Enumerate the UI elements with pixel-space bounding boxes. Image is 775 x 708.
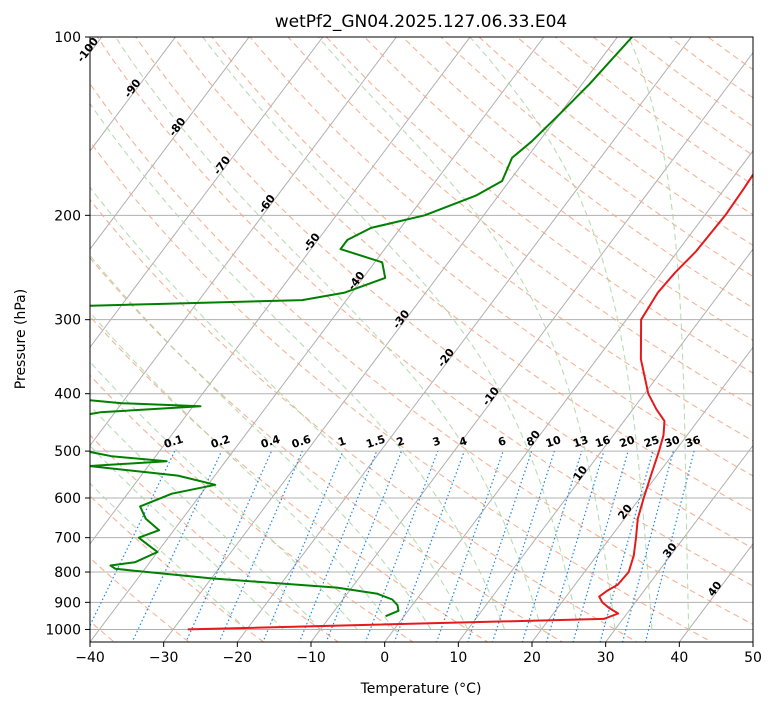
moist-adiabat xyxy=(90,482,248,630)
mixing-ratio-line xyxy=(325,450,403,642)
mixing-ratio-label: 20 xyxy=(618,433,637,450)
isotherm-line xyxy=(90,37,471,545)
x-axis-label: Temperature (°C) xyxy=(360,681,482,697)
x-tick-label: 20 xyxy=(523,650,541,666)
x-tick-label: 40 xyxy=(670,650,688,666)
mixing-ratio-line xyxy=(644,450,695,642)
dry-adiabat xyxy=(211,37,753,477)
isotherm-line xyxy=(236,37,692,642)
y-tick-label: 400 xyxy=(54,387,81,403)
isotherm-line xyxy=(457,248,753,642)
y-tick-label: 900 xyxy=(54,595,81,611)
dry-adiabat xyxy=(90,140,713,642)
dry-adiabat xyxy=(249,37,753,442)
y-tick-label: 500 xyxy=(54,444,81,460)
x-axis-ticks: −40 −30 −20 −10 0 10 20 30 40 50 xyxy=(75,642,762,666)
x-tick-label: −10 xyxy=(296,650,326,666)
mixing-ratio-label: 1 xyxy=(336,434,347,449)
isotherm-line xyxy=(90,37,250,250)
isotherm-line xyxy=(605,444,753,642)
chart-title: wetPf2_GN04.2025.127.06.33.E04 xyxy=(275,12,567,32)
mixing-ratio-line xyxy=(90,450,176,627)
x-tick-label: −20 xyxy=(223,650,253,666)
dry-adiabat xyxy=(173,37,753,513)
x-tick-label: 0 xyxy=(380,650,389,666)
dry-adiabat xyxy=(325,37,753,374)
dewpoint-profile-line xyxy=(90,37,633,618)
mixing-ratio-label: 36 xyxy=(684,433,703,450)
moist-adiabat xyxy=(317,37,616,630)
moist-adiabat xyxy=(90,445,284,630)
mixing-ratio-line xyxy=(298,450,378,642)
y-tick-label: 600 xyxy=(54,491,81,507)
mixing-ratio-label: 0.1 xyxy=(162,433,185,451)
isotherm-line xyxy=(90,37,398,447)
x-tick-label: 10 xyxy=(449,650,467,666)
y-tick-label: 800 xyxy=(54,565,81,581)
moist-adiabat xyxy=(90,186,469,630)
y-tick-label: 300 xyxy=(54,313,81,329)
plot-area xyxy=(90,37,753,642)
mixing-ratio-line xyxy=(545,450,605,642)
isotherm-line xyxy=(310,51,753,642)
moist-adiabat xyxy=(90,254,432,630)
x-tick-label: −30 xyxy=(149,650,179,666)
mixing-ratio-line xyxy=(185,450,273,642)
dry-adiabat xyxy=(90,82,753,626)
guide-lines xyxy=(90,37,753,642)
mixing-ratio-line xyxy=(218,450,303,642)
mixing-ratio-label: 8 xyxy=(525,434,536,449)
isotherm-line xyxy=(90,37,324,349)
dry-adiabat xyxy=(90,256,564,642)
moist-adiabat xyxy=(628,37,690,630)
isotherm-line xyxy=(90,37,177,152)
isotherm-line xyxy=(384,150,753,642)
moist-adiabat xyxy=(469,37,653,630)
dry-adiabat xyxy=(363,37,753,341)
dry-adiabat xyxy=(90,495,265,642)
mixing-ratio-label: 30 xyxy=(663,433,682,450)
mixing-ratio-label: 13 xyxy=(571,433,590,450)
mixing-ratio-line xyxy=(131,450,223,642)
mixing-ratio-label: 6 xyxy=(496,434,508,449)
mixing-ratio-line xyxy=(393,450,465,642)
dry-adiabat xyxy=(90,198,639,642)
dry-adiabat xyxy=(90,434,340,642)
mixing-ratio-line xyxy=(364,450,439,642)
mixing-ratio-label: 10 xyxy=(544,433,563,450)
mixing-ratio-label: 3 xyxy=(431,434,442,449)
y-tick-label: 100 xyxy=(54,30,81,46)
isotherm-line xyxy=(90,37,545,642)
moist-adiabat xyxy=(90,311,395,630)
mixing-ratio-label: 1.5 xyxy=(364,433,387,451)
y-tick-label: 200 xyxy=(54,208,81,224)
mixing-ratio-line xyxy=(599,450,654,642)
mixing-ratio-label: 2 xyxy=(395,434,406,449)
mixing-ratio-label: 4 xyxy=(458,434,470,449)
mixing-ratio-line xyxy=(262,450,344,642)
mixing-ratio-label: 0.4 xyxy=(259,432,282,450)
isotherm-line xyxy=(678,542,753,642)
profile-series xyxy=(90,37,753,631)
x-tick-label: 30 xyxy=(597,650,615,666)
mixing-ratio-label: 16 xyxy=(594,433,613,450)
plot-frame xyxy=(89,36,754,643)
temperature-profile-line xyxy=(187,172,753,631)
mixing-ratio-line xyxy=(521,450,583,642)
x-tick-label: −40 xyxy=(75,650,105,666)
moist-adiabat xyxy=(115,37,542,630)
y-axis-ticks: 100 200 300 400 500 600 700 800 900 1000 xyxy=(45,30,90,638)
mixing-ratio-line xyxy=(622,450,674,642)
moist-adiabat xyxy=(202,37,579,630)
y-axis-label: Pressure (hPa) xyxy=(13,289,29,389)
mixing-ratio-label: 25 xyxy=(642,433,661,450)
x-tick-label: 50 xyxy=(744,650,762,666)
mixing-ratio-label: 0.2 xyxy=(209,433,232,451)
mixing-ratio-label: 0.6 xyxy=(290,432,313,450)
moist-adiabat xyxy=(90,102,506,630)
y-tick-label: 700 xyxy=(54,531,81,547)
y-tick-label: 1000 xyxy=(45,622,81,638)
moist-adiabat xyxy=(90,405,321,630)
